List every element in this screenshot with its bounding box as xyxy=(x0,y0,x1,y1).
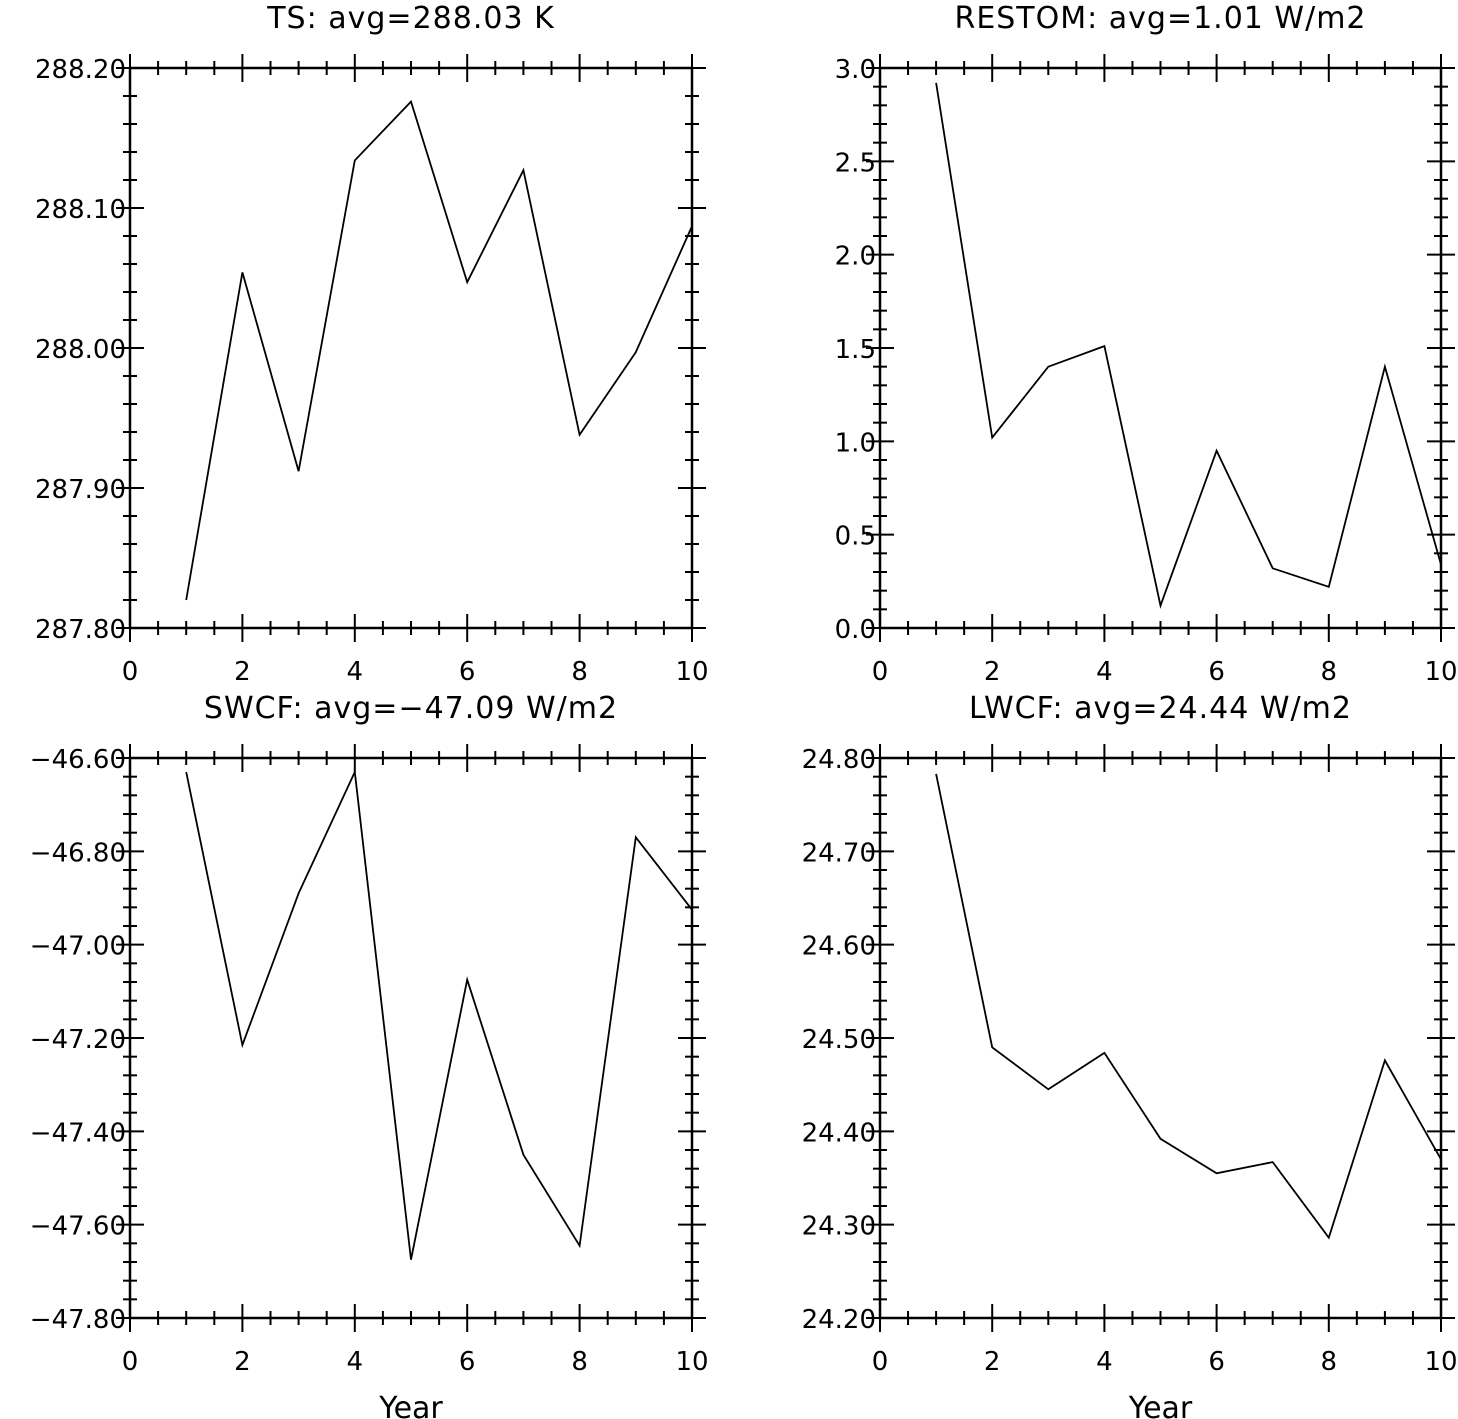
lwcf-title: LWCF: avg=24.44 W/m2 xyxy=(969,691,1352,726)
swcf-ytick-label: −47.00 xyxy=(30,932,126,962)
ts-series-line xyxy=(185,99,693,601)
restom-xtick-label: 8 xyxy=(1321,657,1338,687)
swcf-title: SWCF: avg=−47.09 W/m2 xyxy=(204,691,618,726)
restom-xtick-label: 10 xyxy=(1424,657,1457,687)
ts-xtick-label: 10 xyxy=(675,657,708,687)
swcf-xtick-label: 10 xyxy=(675,1347,708,1377)
lwcf-panel: LWCF: avg=24.44 W/m2 0 2 4 6 8 10 24.20 24.30 24.… xyxy=(802,691,1458,1419)
restom-ytick-label: 0.5 xyxy=(835,522,876,552)
restom-xtick-label: 6 xyxy=(1208,657,1225,687)
swcf-xtick-label: 0 xyxy=(122,1347,139,1377)
restom-panel: RESTOM: avg=1.01 W/m2 0 2 4 6 8 10 0.0 0.5 1.0 1.5… xyxy=(835,1,1458,687)
ts-frame xyxy=(128,66,694,630)
lwcf-ytick-label: 24.80 xyxy=(802,745,876,775)
lwcf-ytick-label: 24.30 xyxy=(802,1212,876,1242)
ts-xtick-label: 0 xyxy=(122,657,139,687)
restom-xtick-label: 2 xyxy=(984,657,1001,687)
lwcf-xtick-label: 6 xyxy=(1208,1347,1225,1377)
ts-ytick-label: 287.80 xyxy=(35,615,126,645)
lwcf-xtick-label: 0 xyxy=(872,1347,889,1377)
ts-ytick-label: 288.20 xyxy=(35,55,126,85)
lwcf-frame xyxy=(878,756,1443,1320)
restom-title: RESTOM: avg=1.01 W/m2 xyxy=(954,1,1366,36)
restom-xtick-label: 0 xyxy=(872,657,889,687)
ts-xtick-label: 8 xyxy=(571,657,588,687)
lwcf-series-line xyxy=(935,773,1442,1240)
swcf-xtick-label: 6 xyxy=(459,1347,476,1377)
lwcf-xtick-label: 10 xyxy=(1424,1347,1457,1377)
lwcf-xtick-label: 4 xyxy=(1096,1347,1113,1377)
restom-ytick-label: 3.0 xyxy=(835,55,876,85)
ts-xtick-label: 4 xyxy=(347,657,364,687)
swcf-ytick-label: −47.40 xyxy=(30,1118,126,1148)
swcf-xtick-label: 2 xyxy=(234,1347,251,1377)
swcf-ytick-label: −46.80 xyxy=(30,838,126,868)
restom-ytick-label: 1.0 xyxy=(835,428,876,458)
swcf-panel: SWCF: avg=−47.09 W/m2 0 2 4 6 8 10 −47.80 −47.60… xyxy=(30,691,709,1419)
ts-title: TS: avg=288.03 K xyxy=(266,1,555,36)
ts-ytick-label: 288.10 xyxy=(35,195,126,225)
swcf-xtick-label: 8 xyxy=(571,1347,588,1377)
restom-frame xyxy=(878,66,1443,630)
lwcf-ytick-label: 24.60 xyxy=(802,932,876,962)
lwcf-ytick-label: 24.70 xyxy=(802,838,876,868)
swcf-ytick-label: −47.20 xyxy=(30,1025,126,1055)
restom-ytick-label: 2.0 xyxy=(835,242,876,272)
ts-xtick-label: 2 xyxy=(234,657,251,687)
ts-ytick-label: 288.00 xyxy=(35,335,126,365)
lwcf-xtick-label: 8 xyxy=(1321,1347,1338,1377)
lwcf-ytick-label: 24.20 xyxy=(802,1305,876,1335)
lwcf-xlabel: Year xyxy=(1128,1391,1193,1419)
restom-ytick-label: 0.0 xyxy=(835,615,876,645)
restom-ytick-label: 1.5 xyxy=(835,335,876,365)
swcf-ytick-label: −47.60 xyxy=(30,1212,126,1242)
ts-panel: TS: avg=288.03 K 0 2 4 6 8 10 287.80 287.90 288.0… xyxy=(35,1,709,687)
restom-xtick-label: 4 xyxy=(1096,657,1113,687)
ts-xtick-label: 6 xyxy=(459,657,476,687)
swcf-ytick-label: −46.60 xyxy=(30,745,126,775)
swcf-xlabel: Year xyxy=(378,1391,443,1419)
restom-series-line xyxy=(935,82,1442,609)
lwcf-ytick-label: 24.40 xyxy=(802,1118,876,1148)
swcf-series-line xyxy=(185,768,693,1260)
swcf-ytick-label: −47.80 xyxy=(30,1305,126,1335)
restom-ytick-label: 2.5 xyxy=(835,148,876,178)
lwcf-ytick-label: 24.50 xyxy=(802,1025,876,1055)
lwcf-xtick-label: 2 xyxy=(984,1347,1001,1377)
ts-ytick-label: 287.90 xyxy=(35,475,126,505)
swcf-xtick-label: 4 xyxy=(347,1347,364,1377)
